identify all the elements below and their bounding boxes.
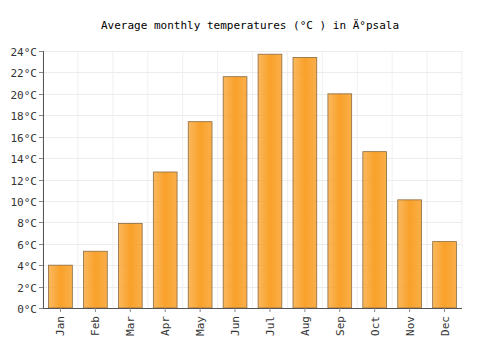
x-tick-mark bbox=[235, 308, 236, 312]
x-tick-mark bbox=[339, 308, 340, 312]
chart-container: Average monthly temperatures (°C ) in Ä°… bbox=[0, 0, 500, 350]
bar bbox=[398, 200, 422, 308]
x-tick-label: Nov bbox=[404, 316, 417, 336]
x-tick-label: Feb bbox=[89, 316, 102, 336]
x-tick-label: Jun bbox=[229, 316, 242, 336]
grid-line bbox=[43, 308, 462, 309]
bar bbox=[433, 242, 457, 308]
tick-mark bbox=[39, 94, 43, 95]
bar bbox=[328, 94, 352, 308]
grid-line bbox=[43, 137, 462, 138]
y-tick-label: 12°C bbox=[11, 175, 38, 188]
y-tick-label: 2°C bbox=[17, 282, 37, 295]
x-tick-mark bbox=[409, 308, 410, 312]
bar bbox=[118, 223, 142, 308]
grid-line-vertical bbox=[217, 51, 218, 308]
x-tick-label: Oct bbox=[369, 316, 382, 336]
tick-mark bbox=[39, 51, 43, 52]
tick-mark bbox=[39, 115, 43, 116]
tick-mark bbox=[39, 244, 43, 245]
bar bbox=[49, 265, 73, 308]
x-tick-mark bbox=[200, 308, 201, 312]
grid-line-vertical bbox=[182, 51, 183, 308]
bar bbox=[84, 251, 108, 308]
x-tick-label: Dec bbox=[439, 316, 452, 336]
x-tick-label: Mar bbox=[124, 316, 137, 336]
x-tick-label: Jan bbox=[54, 316, 67, 336]
x-axis bbox=[43, 308, 462, 309]
grid-line bbox=[43, 180, 462, 181]
grid-line-vertical bbox=[147, 51, 148, 308]
grid-line-vertical bbox=[77, 51, 78, 308]
grid-line-vertical bbox=[462, 51, 463, 308]
x-tick-label: Sep bbox=[334, 316, 347, 336]
tick-mark bbox=[39, 180, 43, 181]
y-tick-label: 8°C bbox=[17, 217, 37, 230]
x-tick-mark bbox=[444, 308, 445, 312]
y-tick-label: 10°C bbox=[11, 196, 38, 209]
grid-line-vertical bbox=[252, 51, 253, 308]
bar bbox=[153, 172, 177, 308]
bar bbox=[293, 57, 317, 308]
grid-line-vertical bbox=[322, 51, 323, 308]
grid-line-vertical bbox=[112, 51, 113, 308]
tick-mark bbox=[39, 308, 43, 309]
bar bbox=[223, 77, 247, 308]
tick-mark bbox=[39, 201, 43, 202]
y-tick-label: 20°C bbox=[11, 89, 38, 102]
chart: Average monthly temperatures (°C ) in Ä°… bbox=[0, 0, 500, 350]
grid-line bbox=[43, 115, 462, 116]
y-tick-label: 16°C bbox=[11, 132, 38, 145]
grid-line bbox=[43, 51, 462, 52]
x-tick-label: Apr bbox=[159, 316, 172, 336]
bar bbox=[363, 152, 387, 308]
tick-mark bbox=[39, 137, 43, 138]
x-tick-mark bbox=[269, 308, 270, 312]
y-tick-label: 18°C bbox=[11, 110, 38, 123]
x-tick-mark bbox=[165, 308, 166, 312]
x-tick-mark bbox=[130, 308, 131, 312]
bars bbox=[49, 54, 457, 308]
x-tick-mark bbox=[374, 308, 375, 312]
bar bbox=[188, 122, 212, 308]
x-tick-label: May bbox=[194, 316, 207, 336]
grid-line-vertical bbox=[357, 51, 358, 308]
y-tick-label: 22°C bbox=[11, 67, 38, 80]
x-tick-mark bbox=[304, 308, 305, 312]
bar bbox=[258, 54, 282, 308]
grid-line-vertical bbox=[287, 51, 288, 308]
grid-line-vertical bbox=[43, 51, 44, 308]
y-tick-label: 6°C bbox=[17, 239, 37, 252]
y-tick-label: 4°C bbox=[17, 260, 37, 273]
grid-line-vertical bbox=[392, 51, 393, 308]
grid-line-vertical bbox=[427, 51, 428, 308]
tick-mark bbox=[39, 72, 43, 73]
tick-mark bbox=[39, 265, 43, 266]
x-tick-label: Jul bbox=[264, 316, 277, 336]
tick-mark bbox=[39, 222, 43, 223]
x-tick-label: Aug bbox=[299, 316, 312, 336]
title: Average monthly temperatures (°C ) in Ä°… bbox=[101, 19, 399, 32]
y-tick-label: 14°C bbox=[11, 153, 38, 166]
grid-line bbox=[43, 158, 462, 159]
tick-mark bbox=[39, 287, 43, 288]
y-tick-label: 0°C bbox=[17, 303, 37, 316]
x-tick-mark bbox=[60, 308, 61, 312]
grid-line bbox=[43, 94, 462, 95]
y-tick-label: 24°C bbox=[11, 46, 38, 59]
y-axis bbox=[43, 51, 44, 308]
grid-line bbox=[43, 72, 462, 73]
tick-mark bbox=[39, 158, 43, 159]
x-tick-mark bbox=[95, 308, 96, 312]
